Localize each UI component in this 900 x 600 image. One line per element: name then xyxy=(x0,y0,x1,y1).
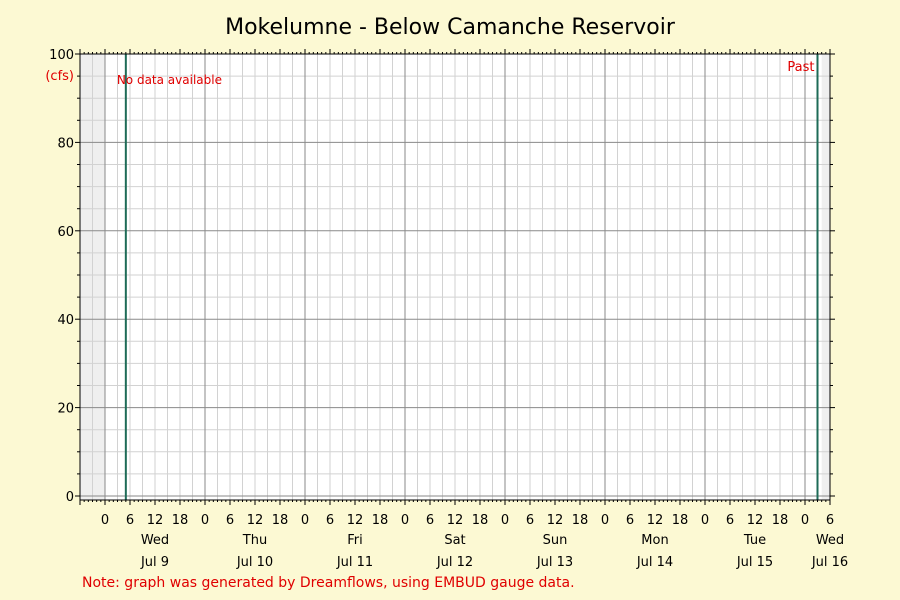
x-hour-label: 18 xyxy=(572,513,589,528)
x-hour-label: 18 xyxy=(472,513,489,528)
x-hour-label: 6 xyxy=(226,513,234,528)
x-hour-label: 12 xyxy=(447,513,464,528)
x-hour-label: 0 xyxy=(301,513,309,528)
y-tick-label: 60 xyxy=(57,225,74,240)
x-hour-label: 12 xyxy=(547,513,564,528)
x-hour-label: 0 xyxy=(101,513,109,528)
x-hour-label: 12 xyxy=(147,513,164,528)
x-hour-label: 0 xyxy=(801,513,809,528)
x-hour-label: 0 xyxy=(701,513,709,528)
x-hour-label: 18 xyxy=(772,513,789,528)
x-day-weekday-label: Thu xyxy=(242,533,267,548)
x-day-date-label: Jul 14 xyxy=(636,555,673,570)
x-day-date-label: Jul 12 xyxy=(436,555,473,570)
x-hour-label: 18 xyxy=(172,513,189,528)
footnote: Note: graph was generated by Dreamflows,… xyxy=(82,575,575,591)
x-hour-label: 0 xyxy=(601,513,609,528)
y-tick-label: 0 xyxy=(66,490,74,505)
past-annotation: Past xyxy=(787,60,814,75)
x-day-date-label: Jul 11 xyxy=(336,555,373,570)
x-hour-label: 0 xyxy=(401,513,409,528)
x-hour-label: 0 xyxy=(501,513,509,528)
x-day-weekday-label: Mon xyxy=(641,533,668,548)
x-day-weekday-label: Wed xyxy=(816,533,844,548)
x-hour-label: 12 xyxy=(647,513,664,528)
x-hour-label: 12 xyxy=(347,513,364,528)
x-hour-label: 12 xyxy=(747,513,764,528)
x-day-date-label: Jul 16 xyxy=(811,555,848,570)
x-hour-label: 6 xyxy=(626,513,634,528)
x-hour-label: 18 xyxy=(372,513,389,528)
y-tick-label: 20 xyxy=(57,402,74,417)
chart-title: Mokelumne - Below Camanche Reservoir xyxy=(225,15,676,40)
y-tick-label: 80 xyxy=(57,136,74,151)
no-data-annotation: No data available xyxy=(117,73,222,87)
y-tick-label: 40 xyxy=(57,313,74,328)
x-day-weekday-label: Sun xyxy=(543,533,568,548)
x-day-weekday-label: Sat xyxy=(444,533,465,548)
x-hour-label: 12 xyxy=(247,513,264,528)
x-day-date-label: Jul 9 xyxy=(140,555,169,570)
x-hour-label: 6 xyxy=(826,513,834,528)
x-hour-label: 6 xyxy=(126,513,134,528)
x-day-date-label: Jul 10 xyxy=(236,555,273,570)
x-day-date-label: Jul 15 xyxy=(736,555,773,570)
x-day-weekday-label: Fri xyxy=(347,533,363,548)
x-hour-label: 6 xyxy=(426,513,434,528)
x-hour-label: 6 xyxy=(326,513,334,528)
x-hour-label: 6 xyxy=(526,513,534,528)
x-hour-label: 18 xyxy=(672,513,689,528)
x-day-weekday-label: Tue xyxy=(743,533,766,548)
shaded-future-region xyxy=(821,54,830,500)
y-tick-label: 100 xyxy=(49,48,74,63)
x-day-weekday-label: Wed xyxy=(141,533,169,548)
x-day-date-label: Jul 13 xyxy=(536,555,573,570)
x-hour-label: 18 xyxy=(272,513,289,528)
x-hour-label: 0 xyxy=(201,513,209,528)
y-axis-unit-label: (cfs) xyxy=(45,69,74,84)
x-hour-label: 6 xyxy=(726,513,734,528)
